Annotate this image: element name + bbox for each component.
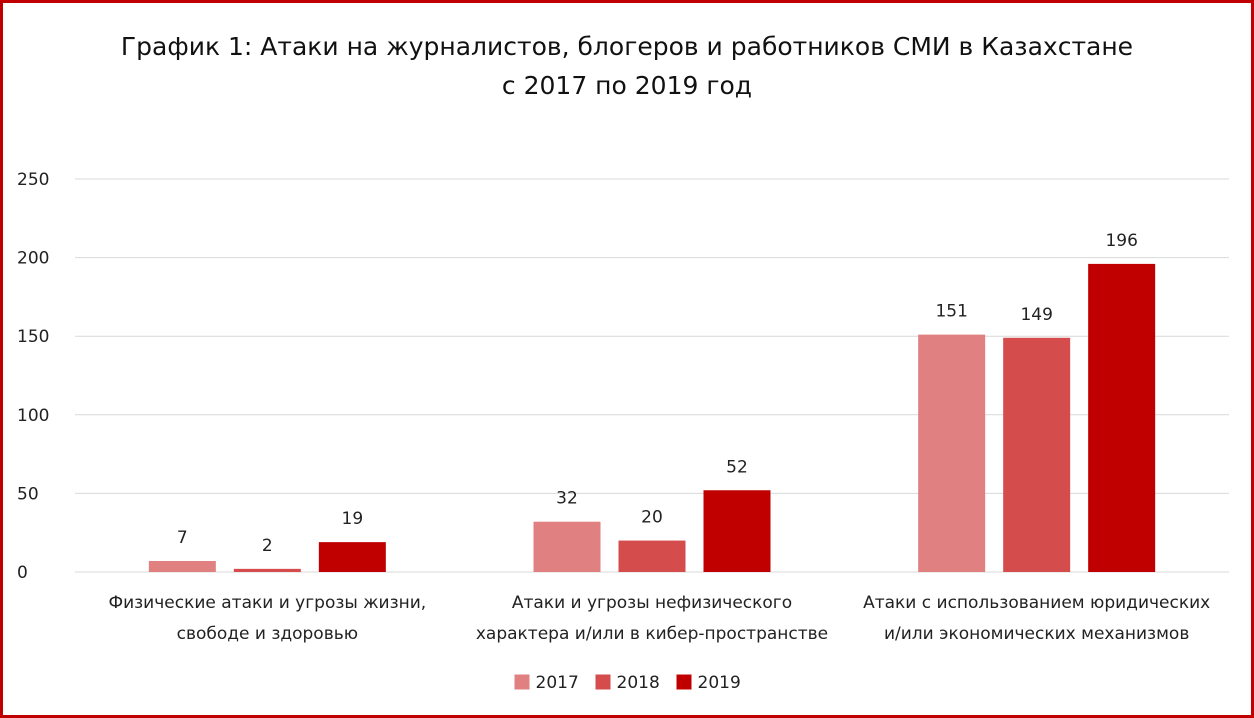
- legend-swatch-2019: [676, 674, 692, 690]
- value-label-2018: 149: [1020, 305, 1052, 325]
- value-label-2017: 32: [556, 489, 578, 509]
- legend-label-2019: 2019: [698, 673, 741, 693]
- category-label: Атаки и угрозы нефизического: [512, 593, 792, 613]
- bar-2018: [233, 568, 301, 572]
- y-tick-label: 50: [17, 484, 39, 504]
- legend-swatch-2018: [595, 674, 611, 690]
- category-label: характера и/или в кибер-пространстве: [476, 624, 828, 644]
- legend-label-2018: 2018: [617, 673, 660, 693]
- value-label-2018: 2: [262, 536, 273, 556]
- value-label-2017: 151: [935, 302, 967, 322]
- y-tick-label: 200: [17, 249, 49, 269]
- bar-2018: [1003, 337, 1071, 572]
- y-tick-label: 100: [17, 406, 49, 426]
- bar-2017: [148, 560, 216, 572]
- bar-2019: [703, 490, 771, 572]
- value-label-2018: 20: [641, 508, 663, 528]
- bar-2017: [533, 521, 601, 572]
- value-label-2019: 19: [342, 509, 364, 529]
- chart-title: График 1: Атаки на журналистов, блогеров…: [121, 32, 1133, 100]
- value-label-2019: 52: [726, 457, 748, 477]
- bar-2019: [318, 542, 386, 572]
- category-label: Физические атаки и угрозы жизни,: [108, 593, 426, 613]
- category-label: и/или экономических механизмов: [884, 624, 1189, 644]
- category-label: свободе и здоровью: [177, 624, 358, 644]
- bar-2017: [918, 334, 986, 572]
- value-label-2017: 7: [177, 528, 188, 548]
- y-tick-label: 250: [17, 170, 49, 190]
- chart-title-line-1: График 1: Атаки на журналистов, блогеров…: [121, 32, 1133, 61]
- bar-2019: [1088, 263, 1156, 572]
- legend-label-2017: 2017: [536, 673, 579, 693]
- value-label-2019: 196: [1105, 231, 1137, 251]
- legend: 2017 2018 2019: [514, 673, 741, 693]
- bar-2018: [618, 540, 686, 572]
- value-labels: 7 2 19 32 20 52 151 149 196: [177, 231, 1138, 556]
- chart-title-line-2: с 2017 по 2019 год: [502, 71, 752, 100]
- category-labels: Физические атаки и угрозы жизни, свободе …: [108, 593, 1210, 644]
- y-axis-ticks: 0 50 100 150 200 250: [17, 170, 49, 583]
- y-tick-label: 0: [17, 563, 28, 583]
- category-label: Атаки с использованием юридических: [863, 593, 1210, 613]
- bars: [148, 263, 1156, 572]
- legend-swatch-2017: [514, 674, 530, 690]
- y-tick-label: 150: [17, 327, 49, 347]
